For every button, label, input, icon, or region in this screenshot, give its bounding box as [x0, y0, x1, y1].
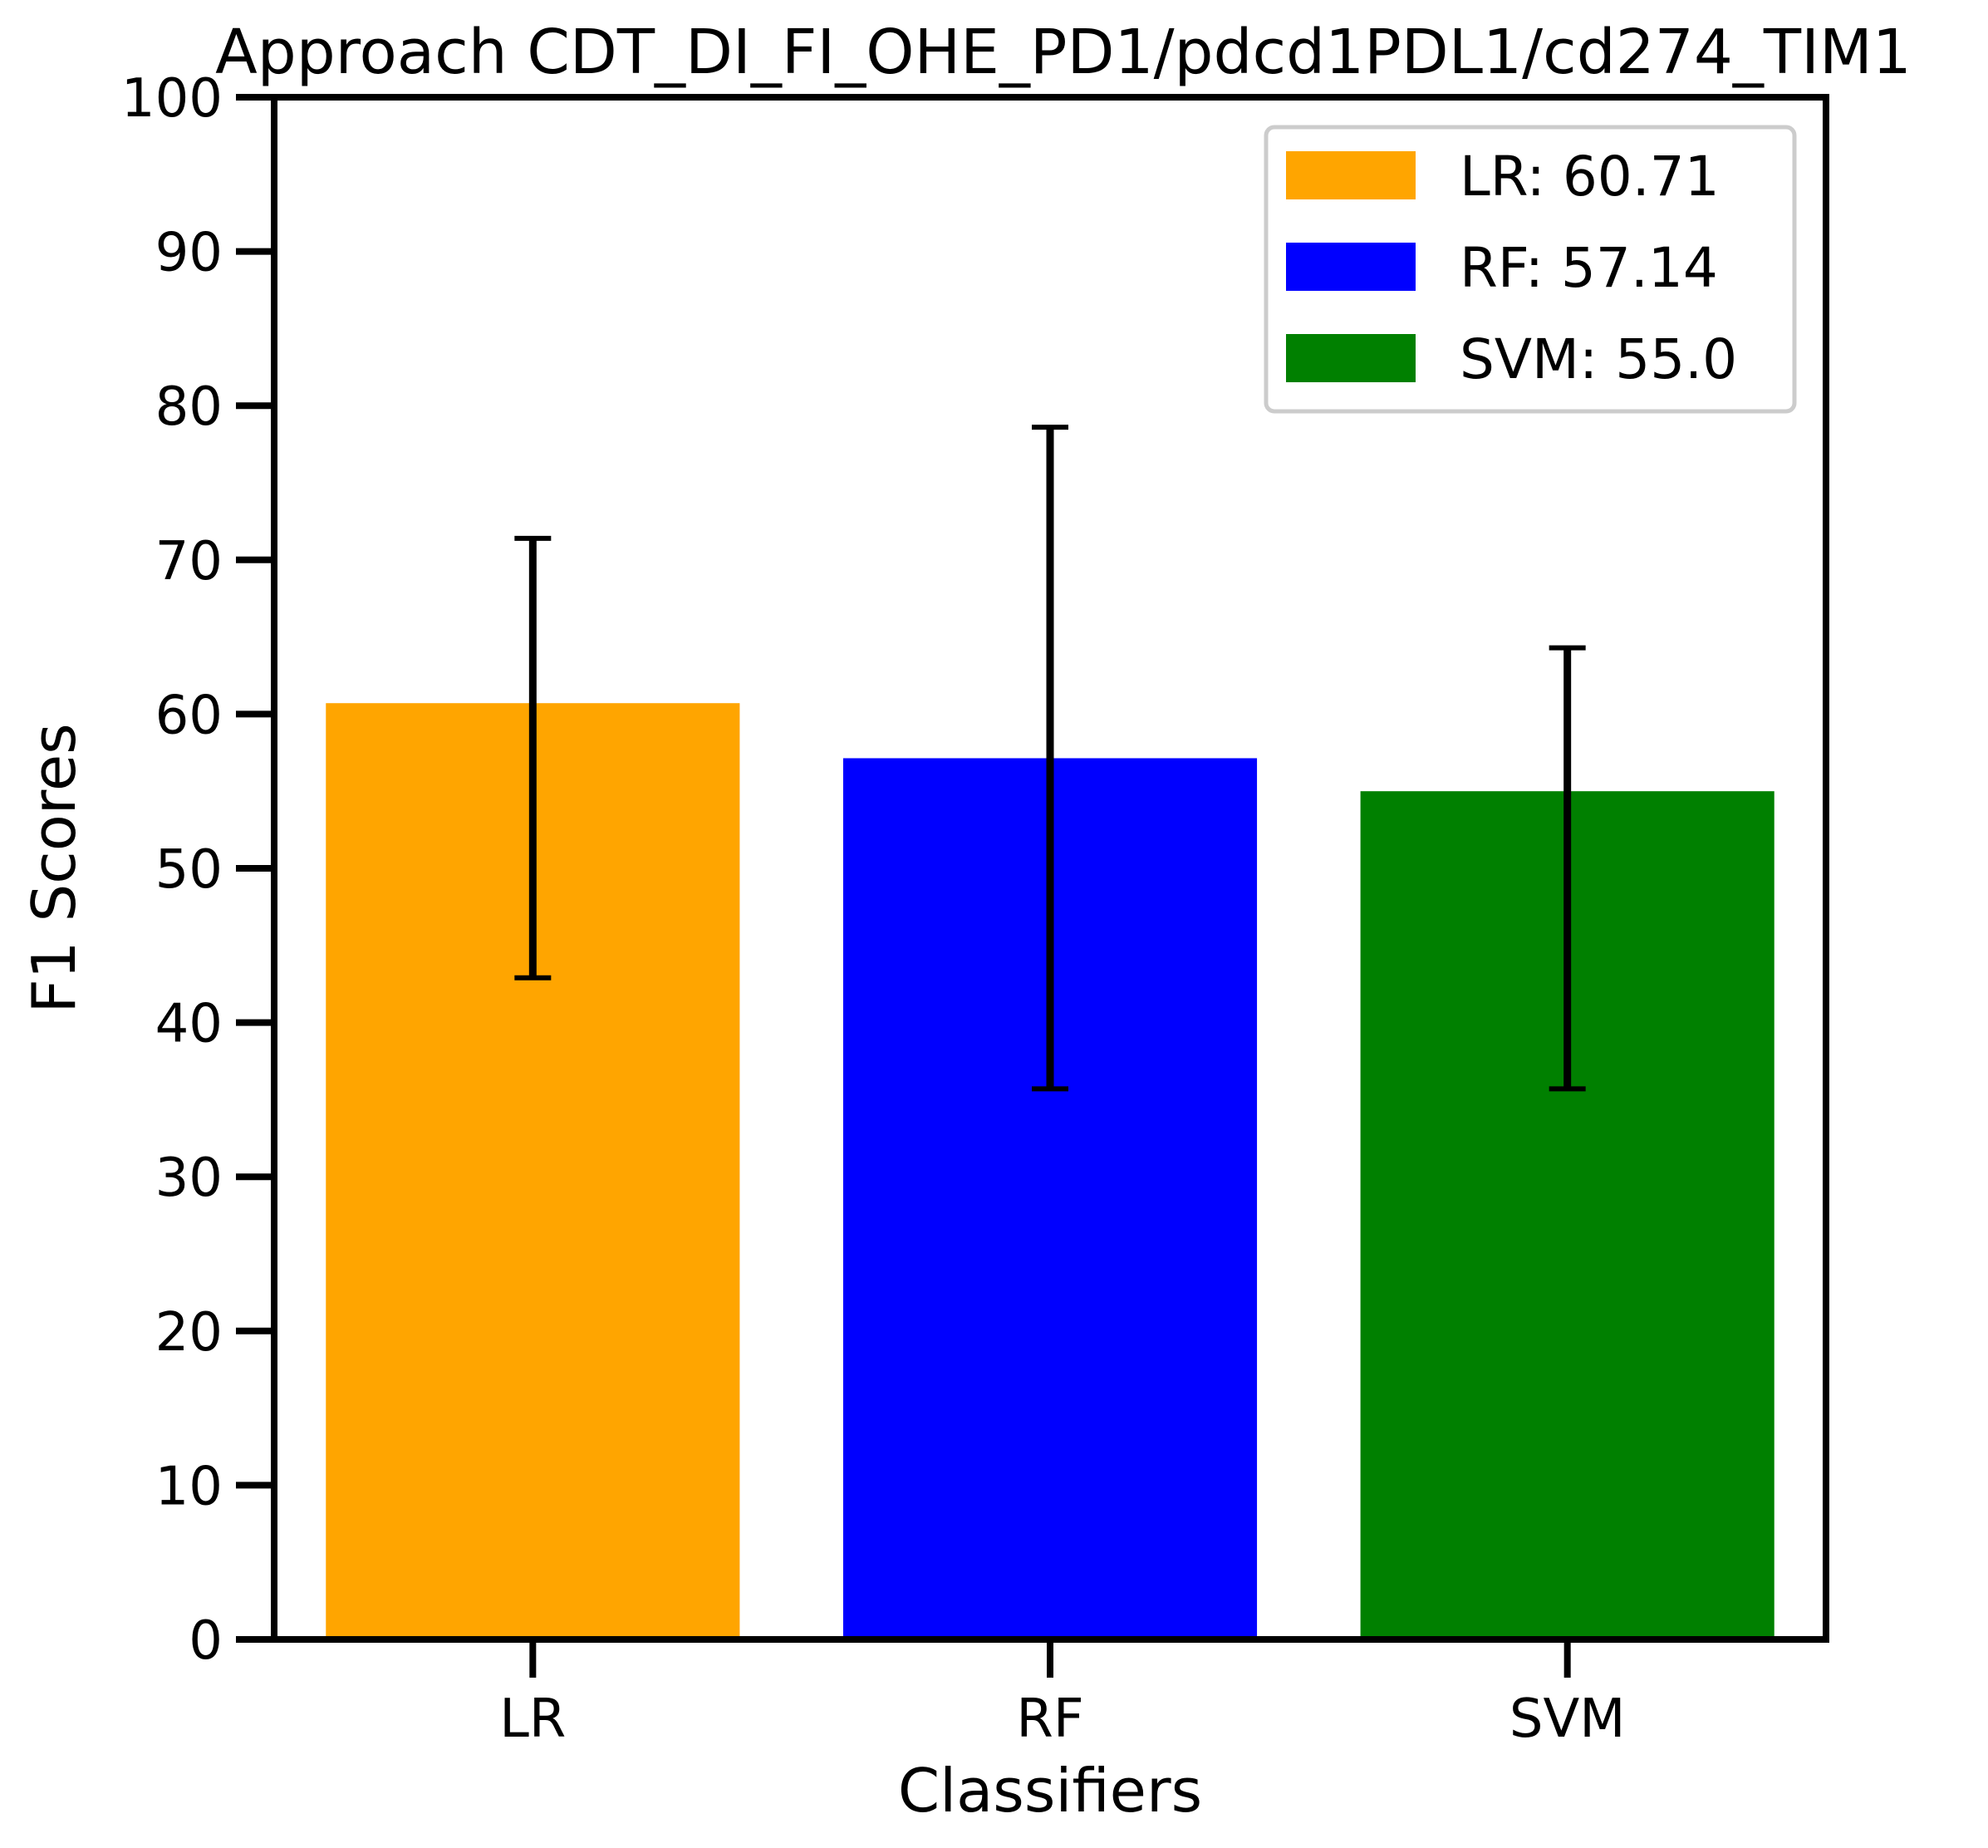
- error-bar-svm: [1549, 645, 1586, 1092]
- error-bar-rf: [1032, 425, 1068, 1092]
- chart-title: Approach CDT_DI_FI_OHE_PD1/pdcd1PDL1/cd2…: [215, 17, 1912, 88]
- x-tick-label: SVM: [1509, 1688, 1626, 1750]
- error-bars-layer: [514, 425, 1586, 1092]
- legend-entry: SVM: 55.0: [1286, 327, 1737, 391]
- y-tick-label: 10: [155, 1456, 223, 1517]
- legend-swatch: [1286, 334, 1416, 382]
- legend-entry: RF: 57.14: [1286, 236, 1718, 300]
- y-tick-label: 100: [121, 68, 223, 130]
- legend-entries: LR: 60.71 RF: 57.14 SVM: 55.0: [1286, 145, 1737, 391]
- legend: LR: 60.71 RF: 57.14 SVM: 55.0: [1264, 125, 1797, 414]
- y-tick-label: 20: [155, 1302, 223, 1364]
- legend-label: SVM: 55.0: [1460, 327, 1737, 391]
- legend-swatch: [1286, 151, 1416, 199]
- y-tick-label: 50: [155, 839, 223, 901]
- legend-entry: LR: 60.71: [1286, 145, 1720, 209]
- y-axis: 0 10 20 30 40 50 60 70 80 90 100: [121, 68, 274, 1672]
- y-axis-label: F1 Scores: [19, 723, 89, 1013]
- x-tick-label: LR: [499, 1688, 566, 1750]
- x-axis: LR RF SVM: [499, 1639, 1625, 1750]
- y-tick-label: 70: [155, 531, 223, 592]
- y-tick-label: 60: [155, 685, 223, 746]
- y-tick-label: 80: [155, 376, 223, 438]
- legend-label: RF: 57.14: [1460, 236, 1718, 300]
- legend-swatch: [1286, 243, 1416, 291]
- error-bar-lr: [514, 535, 552, 981]
- y-tick-label: 30: [155, 1148, 223, 1209]
- x-tick-label: RF: [1016, 1688, 1083, 1750]
- x-axis-label: Classifiers: [898, 1756, 1202, 1826]
- y-tick-label: 40: [155, 994, 223, 1055]
- legend-label: LR: 60.71: [1460, 145, 1720, 209]
- y-tick-label: 0: [189, 1610, 223, 1672]
- y-tick-label: 90: [155, 223, 223, 284]
